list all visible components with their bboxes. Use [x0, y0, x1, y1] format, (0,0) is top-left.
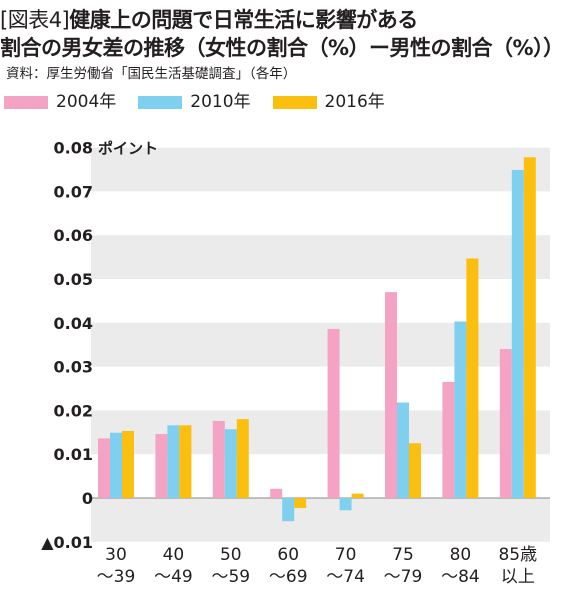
grid-band	[91, 147, 550, 192]
legend-label-2004: 2004年	[56, 92, 117, 112]
bar	[499, 349, 512, 498]
x-tick-label: 30	[105, 545, 127, 565]
grid-band	[91, 235, 550, 279]
bar	[523, 157, 536, 498]
grid-band	[91, 322, 550, 367]
bar	[212, 420, 225, 498]
x-tick-label: 〜74	[326, 567, 365, 587]
x-tick-label: 〜84	[441, 567, 480, 587]
y-tick-label: 0.08	[54, 139, 93, 158]
x-tick-label: 〜59	[211, 567, 250, 587]
y-tick-label: 0.07	[54, 182, 93, 201]
bar	[236, 419, 249, 498]
figure-tag: [図表4]	[0, 8, 70, 32]
x-tick-label: 60	[277, 545, 299, 565]
chart-title-line1: [図表4]健康上の問題で日常生活に影響がある	[0, 6, 580, 34]
y-tick-label: 0.05	[54, 270, 93, 289]
bar	[454, 321, 467, 498]
y-tick-label: 0.03	[54, 358, 93, 377]
x-tick-label: 以上	[501, 567, 535, 587]
bar	[511, 169, 524, 499]
bar	[385, 292, 397, 498]
y-tick-label: 0	[82, 489, 93, 508]
x-tick-label: 〜69	[269, 567, 308, 587]
grid-band	[91, 498, 550, 542]
bar	[155, 434, 168, 498]
y-tick-label: 0.06	[54, 226, 93, 245]
bar	[442, 381, 455, 498]
legend-item-2010: 2010年	[138, 92, 251, 112]
y-tick-label: 0.02	[54, 401, 93, 420]
bar	[409, 443, 421, 498]
x-tick-label: 80	[450, 545, 472, 565]
title-text-line1: 健康上の問題で日常生活に影響がある	[69, 8, 418, 32]
y-tick-label: ▲0.01	[41, 533, 93, 552]
x-tick-label: 75	[392, 545, 414, 565]
x-tick-label: 85歳	[498, 545, 537, 565]
y-tick-label: 0.01	[54, 445, 93, 464]
x-tick-label: 50	[220, 545, 242, 565]
bar	[397, 402, 409, 498]
legend: 2004年 2010年 2016年	[4, 92, 407, 112]
legend-swatch-2010	[138, 95, 183, 109]
legend-swatch-2016	[272, 95, 317, 109]
bar	[110, 432, 122, 498]
bar	[282, 498, 295, 522]
x-tick-label: 40	[163, 545, 185, 565]
bar	[98, 438, 110, 498]
x-tick-label: 〜39	[97, 567, 136, 587]
bar	[466, 258, 479, 498]
legend-swatch-2004	[4, 95, 48, 109]
x-tick-label: 〜79	[384, 567, 423, 587]
bar	[339, 498, 352, 511]
y-tick-label: 0.04	[54, 314, 93, 333]
bar	[294, 498, 307, 509]
bar	[351, 493, 364, 498]
bar	[167, 425, 180, 498]
chart-title-line2: 割合の男女差の推移（女性の割合（%）ー男性の割合（%））	[0, 36, 564, 60]
legend-item-2004: 2004年	[4, 92, 116, 112]
bar	[327, 328, 340, 498]
x-tick-label: 70	[335, 545, 357, 565]
x-tick-label: 〜49	[154, 567, 193, 587]
legend-label-2010: 2010年	[190, 92, 251, 112]
source-note: 資料：厚生労働省「国民生活基礎調査」（各年）	[6, 66, 297, 82]
bar	[122, 430, 134, 498]
bar	[224, 429, 237, 498]
bar	[270, 488, 283, 498]
legend-label-2016: 2016年	[324, 92, 385, 112]
bar	[179, 425, 192, 498]
y-axis-unit-label: ポイント	[98, 140, 158, 158]
legend-item-2016: 2016年	[272, 92, 385, 112]
